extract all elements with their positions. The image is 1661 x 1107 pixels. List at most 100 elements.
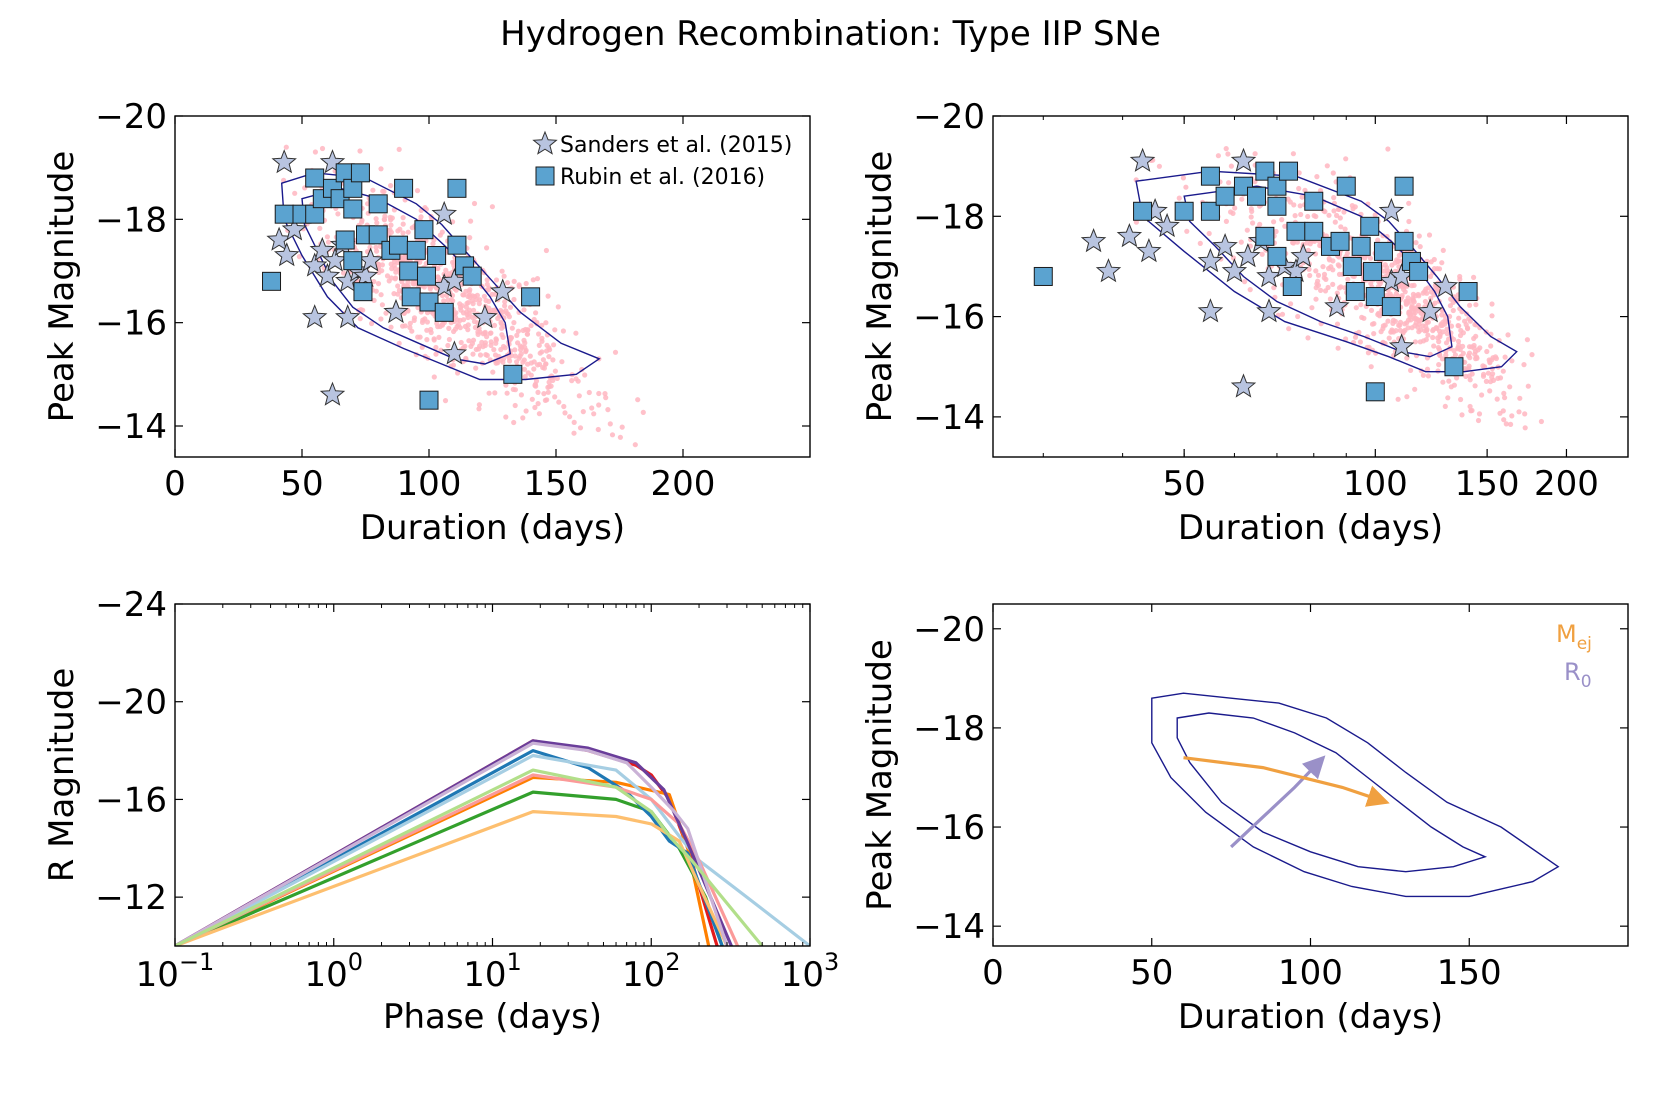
simulated-point <box>1282 223 1288 229</box>
simulated-point <box>1448 384 1454 390</box>
y-tick-label: −20 <box>95 97 167 137</box>
simulated-point <box>1424 328 1430 334</box>
simulated-point <box>1133 219 1139 225</box>
simulated-point <box>470 351 476 357</box>
simulated-point <box>1397 258 1403 264</box>
simulated-point <box>1502 354 1508 360</box>
panel-3-axes: 10−1 100 101 102 103 −12 −16 −20 −24 Phase (days)… <box>42 585 839 1037</box>
simulated-point <box>543 320 549 326</box>
simulated-point <box>460 292 466 298</box>
sanders-star <box>489 278 516 303</box>
y-tick-label: −14 <box>95 407 167 447</box>
simulated-point <box>573 330 579 336</box>
simulated-point <box>1393 328 1399 334</box>
light-curve-model-10 <box>175 768 764 946</box>
rubin-square <box>1286 221 1306 241</box>
simulated-point <box>582 372 588 378</box>
simulated-point <box>1455 346 1461 352</box>
simulated-point <box>602 391 608 397</box>
rubin-square <box>1174 201 1194 221</box>
x-tick-label: 50 <box>1130 953 1173 993</box>
simulated-point <box>1223 218 1229 224</box>
simulated-point <box>502 299 508 305</box>
simulated-point <box>431 336 437 342</box>
simulated-point <box>1417 339 1423 345</box>
simulated-point <box>580 409 586 415</box>
rubin-square <box>1304 191 1324 211</box>
simulated-point <box>1247 287 1253 293</box>
x-axis-label: Duration (days) <box>360 508 625 548</box>
simulated-point <box>388 275 394 281</box>
simulated-point <box>516 309 522 315</box>
y-axis-label: R Magnitude <box>42 668 82 883</box>
simulated-point <box>1315 272 1322 278</box>
simulated-point <box>589 405 595 411</box>
simulated-point <box>488 342 494 348</box>
simulated-point <box>1248 214 1254 220</box>
simulated-point <box>1472 383 1478 389</box>
simulated-point <box>378 316 384 322</box>
simulated-point <box>358 307 364 313</box>
light-curve-model-6 <box>175 810 729 946</box>
simulated-point <box>1471 274 1477 280</box>
simulated-point <box>493 277 500 283</box>
rubin-square <box>1365 287 1385 307</box>
simulated-point <box>312 149 318 155</box>
simulated-point <box>488 330 494 336</box>
simulated-point <box>1331 208 1337 214</box>
sanders-star <box>319 149 346 174</box>
simulated-point <box>457 301 463 307</box>
simulated-point <box>1450 307 1456 314</box>
simulated-point <box>481 293 487 299</box>
y-tick-label: −18 <box>913 197 985 237</box>
simulated-point <box>562 410 568 416</box>
simulated-point <box>1455 338 1462 344</box>
simulated-point <box>445 297 451 303</box>
sanders-star <box>301 252 328 277</box>
simulated-point <box>550 377 556 383</box>
simulated-point <box>475 331 481 337</box>
x-tick-label: 50 <box>280 464 323 504</box>
simulated-point <box>1314 174 1320 180</box>
simulated-point <box>539 322 545 328</box>
simulated-point <box>1336 271 1343 277</box>
simulated-point <box>411 315 418 321</box>
panel-1-frame <box>174 115 811 458</box>
simulated-point <box>1380 233 1386 239</box>
simulated-point <box>532 381 539 387</box>
x-tick-label: 150 <box>1437 953 1502 993</box>
simulated-point <box>555 304 561 310</box>
simulated-point <box>430 241 436 247</box>
simulated-point <box>317 225 323 231</box>
simulated-point <box>458 339 464 346</box>
simulated-point <box>1215 153 1221 159</box>
simulated-point <box>1436 362 1442 368</box>
simulated-point <box>1334 290 1340 296</box>
simulated-point <box>1290 151 1296 157</box>
rubin-square <box>1267 176 1287 196</box>
simulated-point <box>569 378 575 384</box>
rubin-square <box>521 287 541 307</box>
simulated-point <box>1230 210 1236 216</box>
rubin-square <box>503 364 523 384</box>
simulated-point <box>1294 239 1300 245</box>
legend-rubin-label: Rubin et al. (2016) <box>560 165 765 190</box>
simulated-point <box>1494 396 1500 402</box>
sanders-star <box>1221 258 1248 283</box>
simulated-point <box>1480 363 1486 369</box>
simulated-point <box>498 319 504 325</box>
simulated-point <box>1428 289 1434 295</box>
simulated-point <box>1226 180 1232 186</box>
simulated-point <box>1509 413 1515 419</box>
simulated-point <box>1392 318 1398 324</box>
simulated-point <box>525 370 531 376</box>
rubin-square <box>1373 241 1393 261</box>
simulated-point <box>1525 383 1531 389</box>
simulated-point <box>1422 298 1428 305</box>
simulated-point <box>537 350 543 356</box>
simulated-point <box>486 390 492 396</box>
simulated-point <box>508 335 515 341</box>
rubin-square <box>368 225 388 245</box>
simulated-point <box>391 262 397 268</box>
